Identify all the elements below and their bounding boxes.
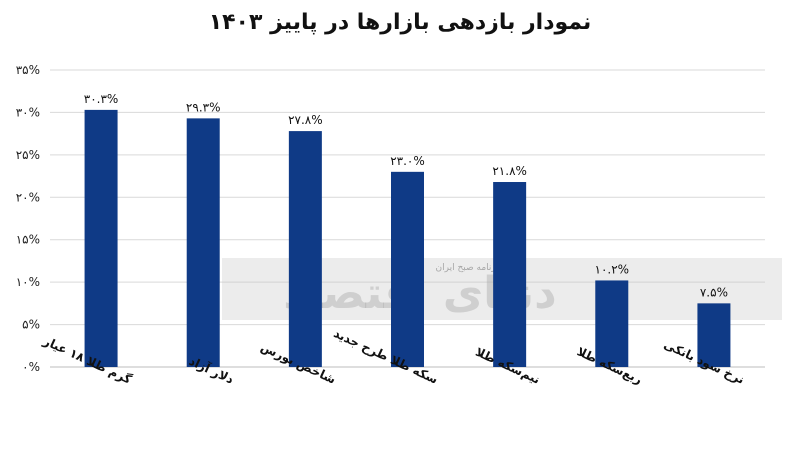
y-tick-label: ۳۰% bbox=[16, 105, 40, 119]
data-label: ۳۰.۳% bbox=[84, 92, 119, 106]
data-label: ۲۱.۸% bbox=[492, 164, 527, 178]
y-tick-label: ۲۵% bbox=[16, 148, 40, 162]
bar bbox=[84, 109, 118, 367]
data-label: ۱۰.۲% bbox=[595, 262, 630, 276]
bar bbox=[493, 182, 527, 367]
bar bbox=[697, 303, 731, 367]
data-label: ۲۳.۰% bbox=[390, 154, 425, 168]
y-tick-label: ۱۰% bbox=[16, 275, 40, 289]
bar bbox=[391, 171, 424, 367]
data-label: ۲۹.۳% bbox=[186, 100, 221, 114]
bar bbox=[186, 118, 220, 368]
y-tick-label: ۰% bbox=[22, 360, 40, 374]
y-tick-label: ۵% bbox=[22, 318, 40, 332]
y-tick-label: ۱۵% bbox=[16, 233, 40, 247]
bar bbox=[288, 131, 322, 367]
data-label: ۷.۵% bbox=[700, 285, 728, 299]
bar bbox=[595, 280, 629, 367]
watermark-subtext: روزنامه صبح ایران bbox=[436, 263, 505, 273]
y-tick-label: ۲۰% bbox=[16, 190, 40, 204]
chart-title: نمودار بازدهی بازارها در پاییز ۱۴۰۳ bbox=[208, 10, 592, 35]
y-tick-label: ۳۵% bbox=[16, 63, 40, 77]
data-label: ۲۷.۸% bbox=[288, 113, 323, 127]
